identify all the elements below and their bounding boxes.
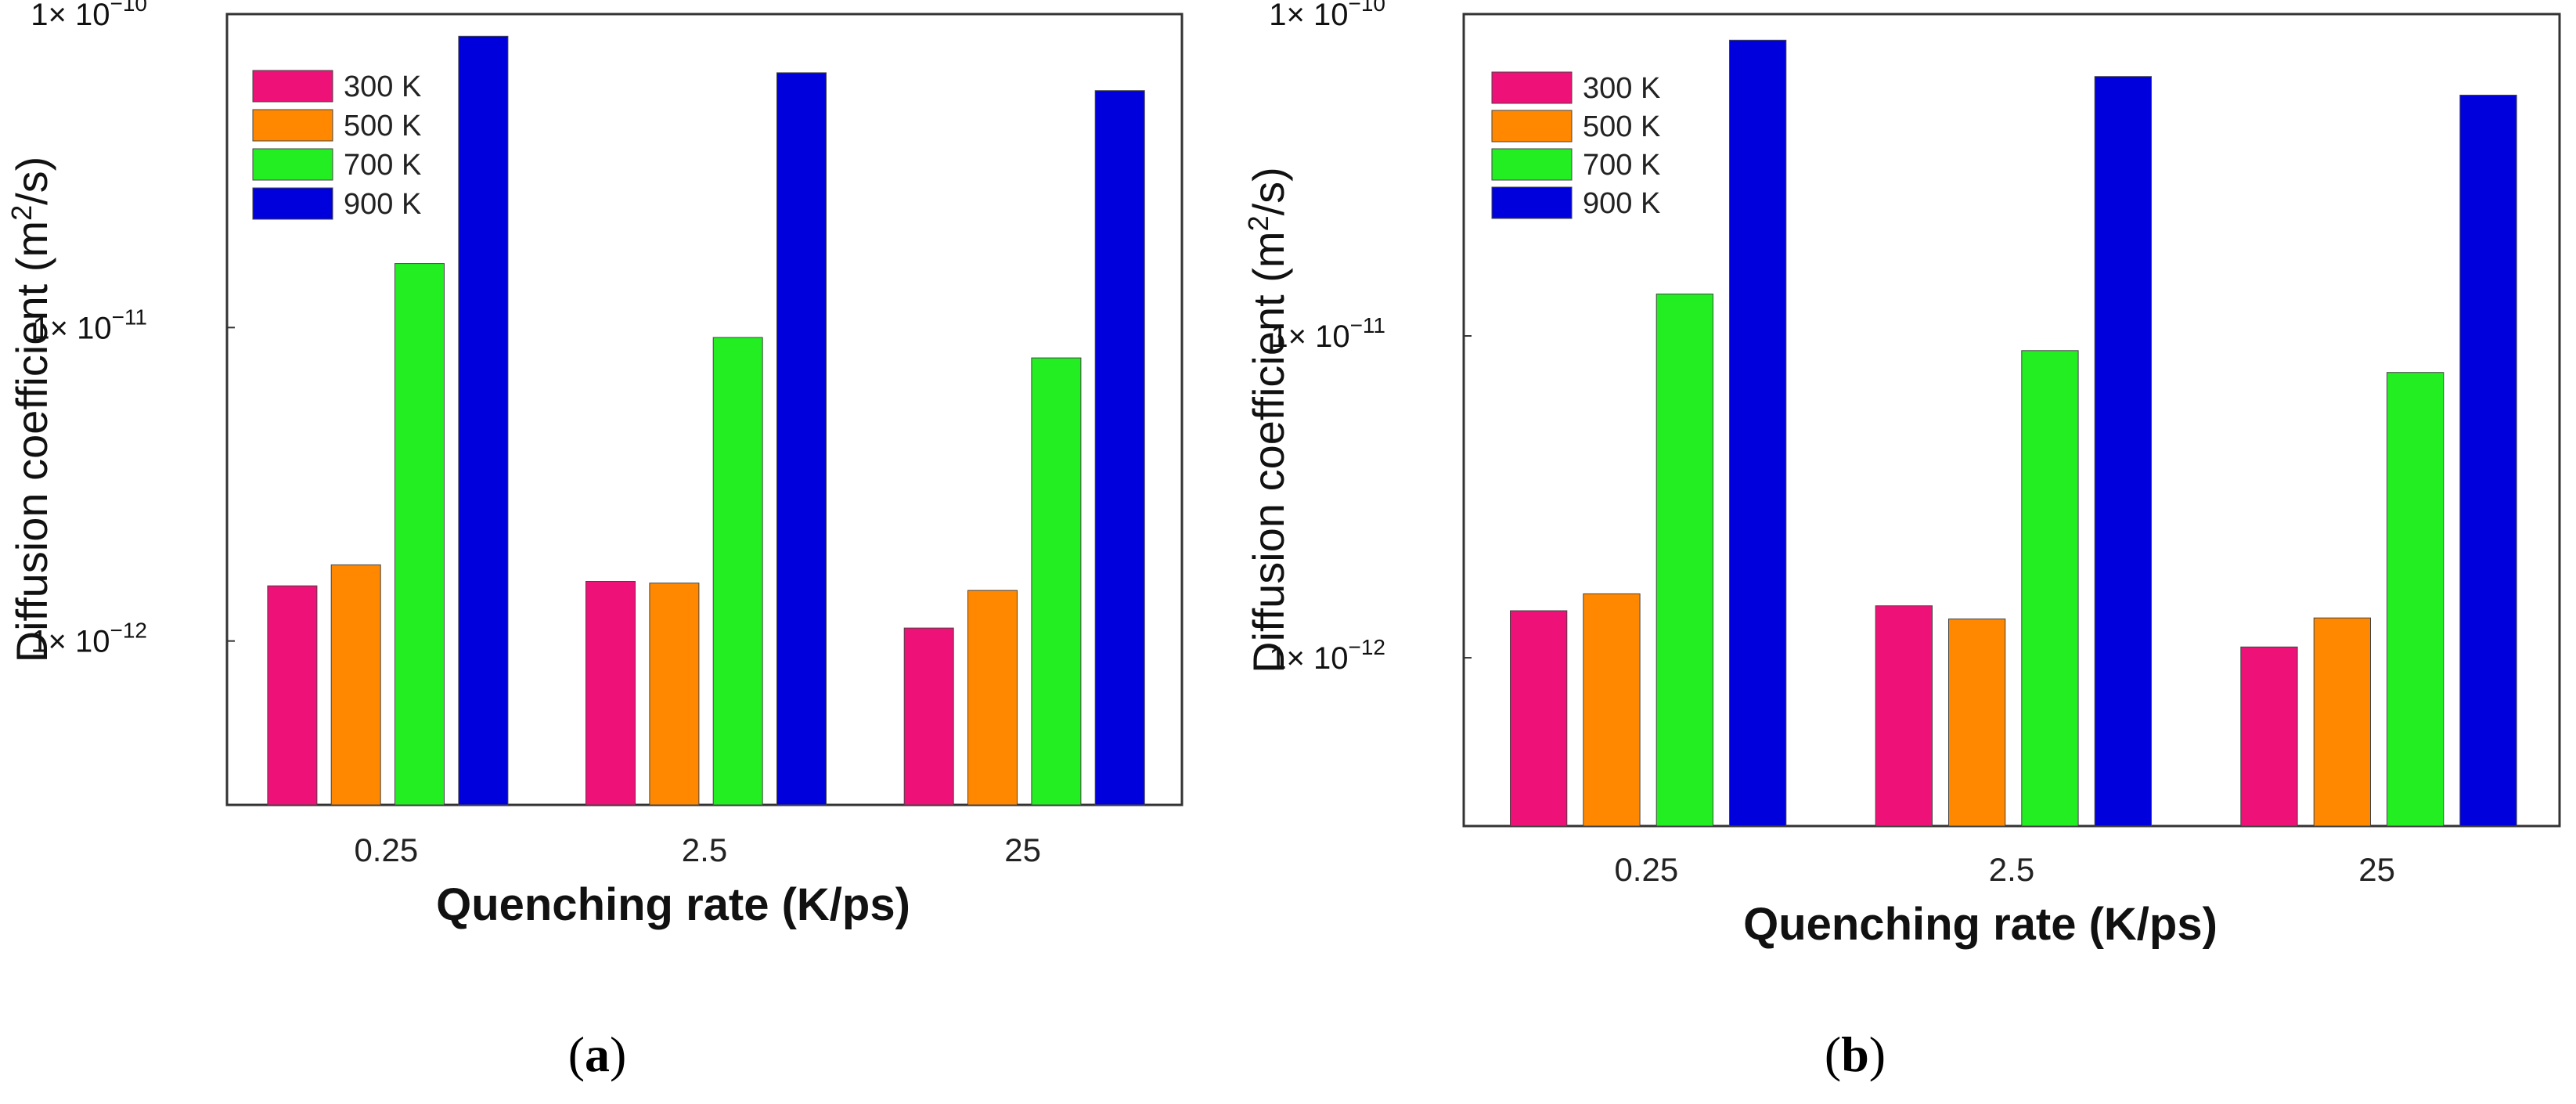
- x-tick-label: 25: [1004, 832, 1041, 868]
- bar-900k-2.5: [776, 72, 827, 806]
- panel-caption: (b): [1825, 1026, 1886, 1082]
- legend-label: 300 K: [1583, 72, 1660, 105]
- x-tick-label: 2.5: [682, 832, 727, 868]
- bar-900k-25: [2459, 95, 2517, 827]
- x-tick-label: 25: [2358, 851, 2395, 888]
- panel-b: 0.25 2.5 25 1× 10−10 1× 10−11 1× 10−12Diffusi…: [1242, 0, 2561, 1082]
- bar-700k-25: [1031, 357, 1082, 806]
- bar-900k-0.25: [458, 35, 509, 806]
- bar-500k-2.5: [1948, 619, 2006, 827]
- panel-caption: (a): [568, 1026, 627, 1082]
- x-axis-label: Quenching rate (K/ps): [1743, 899, 2218, 950]
- bar-700k-2.5: [2021, 350, 2079, 827]
- x-tick-label: 0.25: [354, 832, 418, 868]
- y-axis-label: Diffusion coefficient (m2/s): [5, 157, 56, 663]
- x-tick-label: 2.5: [1989, 851, 2034, 888]
- plot-frame: [225, 13, 1184, 806]
- bar-300k-0.25: [1510, 610, 1568, 827]
- legend-swatch-900k: [252, 187, 333, 220]
- y-tick-label: 1× 10−12: [31, 619, 147, 659]
- bar-500k-0.25: [1583, 593, 1641, 827]
- bar-700k-25: [2387, 372, 2444, 827]
- x-tick-label: 0.25: [1614, 851, 1678, 888]
- legend-label: 900 K: [1583, 187, 1660, 220]
- bar-300k-25: [2240, 646, 2298, 827]
- y-axis-label: Diffusion coefficient (m2/s): [1242, 167, 1293, 673]
- legend-label: 900 K: [344, 188, 421, 221]
- y-tick-label: 1× 10−11: [1270, 313, 1385, 354]
- bar-900k-0.25: [1729, 39, 1787, 827]
- bar-300k-2.5: [1875, 605, 1933, 827]
- bar-700k-2.5: [712, 337, 763, 806]
- bar-300k-2.5: [585, 581, 636, 806]
- legend-label: 500 K: [1583, 110, 1660, 143]
- legend-label: 500 K: [344, 110, 421, 143]
- x-axis-label: Quenching rate (K/ps): [436, 879, 910, 930]
- y-tick-label: 1× 10−12: [1269, 635, 1385, 676]
- legend-label: 300 K: [344, 70, 421, 103]
- legend-label: 700 K: [344, 149, 421, 182]
- bar-500k-2.5: [649, 583, 700, 806]
- panel-a: 0.25 2.5 25 1× 10−10 1× 10−11 1× 10−12Diffusi…: [5, 0, 1184, 1082]
- legend-label: 700 K: [1583, 149, 1660, 182]
- bar-700k-0.25: [395, 263, 445, 806]
- bar-700k-0.25: [1655, 294, 1713, 827]
- legend-swatch-300k: [252, 70, 333, 103]
- plot-frame: [1462, 13, 2561, 828]
- y-tick-label: 1× 10−10: [1269, 0, 1385, 32]
- bar-500k-0.25: [330, 564, 381, 806]
- bar-500k-25: [2313, 617, 2371, 827]
- bar-300k-0.25: [267, 585, 318, 806]
- bar-900k-2.5: [2094, 76, 2152, 827]
- legend-swatch-700k: [252, 148, 333, 181]
- legend-swatch-500k: [1491, 110, 1573, 143]
- legend-swatch-500k: [252, 109, 333, 142]
- y-tick-label: 1× 10−11: [32, 305, 147, 345]
- bar-500k-25: [967, 590, 1018, 806]
- bar-900k-25: [1094, 90, 1145, 806]
- legend-swatch-300k: [1491, 71, 1573, 104]
- bar-300k-25: [903, 627, 954, 806]
- legend-swatch-700k: [1491, 148, 1573, 181]
- legend-swatch-900k: [1491, 186, 1573, 219]
- y-tick-label: 1× 10−10: [31, 0, 147, 32]
